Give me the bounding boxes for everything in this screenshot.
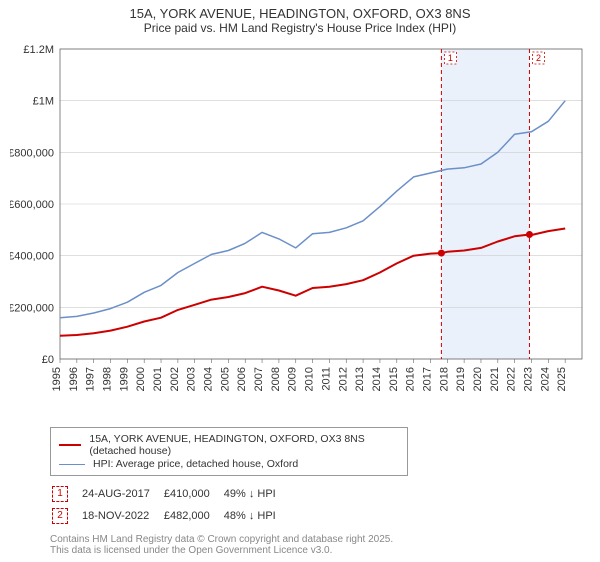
svg-text:2006: 2006 xyxy=(236,367,248,391)
svg-text:1997: 1997 xyxy=(85,367,97,391)
sales-table: 1 24-AUG-2017 £410,000 49% ↓ HPI 2 18-NO… xyxy=(50,482,290,528)
svg-text:2024: 2024 xyxy=(539,367,551,391)
svg-text:2008: 2008 xyxy=(270,367,282,391)
svg-text:2009: 2009 xyxy=(287,367,299,391)
chart-title-line2: Price paid vs. HM Land Registry's House … xyxy=(0,21,600,35)
footer: Contains HM Land Registry data © Crown c… xyxy=(50,534,590,556)
svg-text:2007: 2007 xyxy=(253,367,265,391)
svg-text:2023: 2023 xyxy=(522,367,534,391)
svg-text:2003: 2003 xyxy=(186,367,198,391)
svg-text:2004: 2004 xyxy=(203,367,215,391)
chart-area: £0 £200,000 £400,000 £600,000 £800,000 £1M £1.… xyxy=(10,39,590,419)
svg-text:2015: 2015 xyxy=(388,367,400,391)
svg-text:£1M: £1M xyxy=(33,96,54,108)
sale-marker-1: 1 xyxy=(52,486,68,502)
svg-text:£400,000: £400,000 xyxy=(10,251,54,263)
svg-text:2: 2 xyxy=(536,53,541,63)
footer-line1: Contains HM Land Registry data © Crown c… xyxy=(50,534,590,545)
svg-text:1995: 1995 xyxy=(51,367,63,391)
svg-text:2010: 2010 xyxy=(304,367,316,391)
table-row: 2 18-NOV-2022 £482,000 48% ↓ HPI xyxy=(52,506,288,526)
legend-swatch-property xyxy=(59,444,81,446)
legend: 15A, YORK AVENUE, HEADINGTON, OXFORD, OX… xyxy=(50,427,408,476)
legend-row-property: 15A, YORK AVENUE, HEADINGTON, OXFORD, OX… xyxy=(59,433,399,457)
svg-text:2012: 2012 xyxy=(337,367,349,391)
sale-price-2: £482,000 xyxy=(164,506,222,526)
sale-delta-1: 49% ↓ HPI xyxy=(224,484,288,504)
svg-text:2017: 2017 xyxy=(421,367,433,391)
svg-text:2013: 2013 xyxy=(354,367,366,391)
svg-text:£800,000: £800,000 xyxy=(10,147,54,159)
sale-date-1: 24-AUG-2017 xyxy=(82,484,162,504)
svg-text:2001: 2001 xyxy=(152,367,164,391)
svg-text:2002: 2002 xyxy=(169,367,181,391)
svg-text:£0: £0 xyxy=(42,354,54,366)
svg-text:2016: 2016 xyxy=(405,367,417,391)
svg-text:2020: 2020 xyxy=(472,367,484,391)
sale-delta-2: 48% ↓ HPI xyxy=(224,506,288,526)
footer-line2: This data is licensed under the Open Gov… xyxy=(50,545,590,556)
svg-text:2021: 2021 xyxy=(489,367,501,391)
legend-swatch-hpi xyxy=(59,464,85,465)
svg-text:2005: 2005 xyxy=(219,367,231,391)
svg-text:£600,000: £600,000 xyxy=(10,199,54,211)
svg-text:2011: 2011 xyxy=(320,367,332,391)
chart-title-line1: 15A, YORK AVENUE, HEADINGTON, OXFORD, OX… xyxy=(0,6,600,21)
legend-label-hpi: HPI: Average price, detached house, Oxfo… xyxy=(93,458,298,470)
svg-text:2018: 2018 xyxy=(438,367,450,391)
svg-text:2022: 2022 xyxy=(506,367,518,391)
legend-label-property: 15A, YORK AVENUE, HEADINGTON, OXFORD, OX… xyxy=(89,433,399,457)
svg-text:2000: 2000 xyxy=(135,367,147,391)
svg-text:£200,000: £200,000 xyxy=(10,302,54,314)
svg-text:1996: 1996 xyxy=(68,367,80,391)
sale-price-1: £410,000 xyxy=(164,484,222,504)
sale-marker-2: 2 xyxy=(52,508,68,524)
svg-text:1: 1 xyxy=(448,53,453,63)
svg-text:1999: 1999 xyxy=(118,367,130,391)
svg-text:1998: 1998 xyxy=(102,367,114,391)
table-row: 1 24-AUG-2017 £410,000 49% ↓ HPI xyxy=(52,484,288,504)
svg-text:£1.2M: £1.2M xyxy=(23,44,54,56)
svg-text:2019: 2019 xyxy=(455,367,467,391)
sale-date-2: 18-NOV-2022 xyxy=(82,506,162,526)
line-chart-svg: £0 £200,000 £400,000 £600,000 £800,000 £1M £1.… xyxy=(10,39,590,419)
svg-text:2014: 2014 xyxy=(371,367,383,391)
svg-text:2025: 2025 xyxy=(556,367,568,391)
legend-row-hpi: HPI: Average price, detached house, Oxfo… xyxy=(59,458,399,470)
